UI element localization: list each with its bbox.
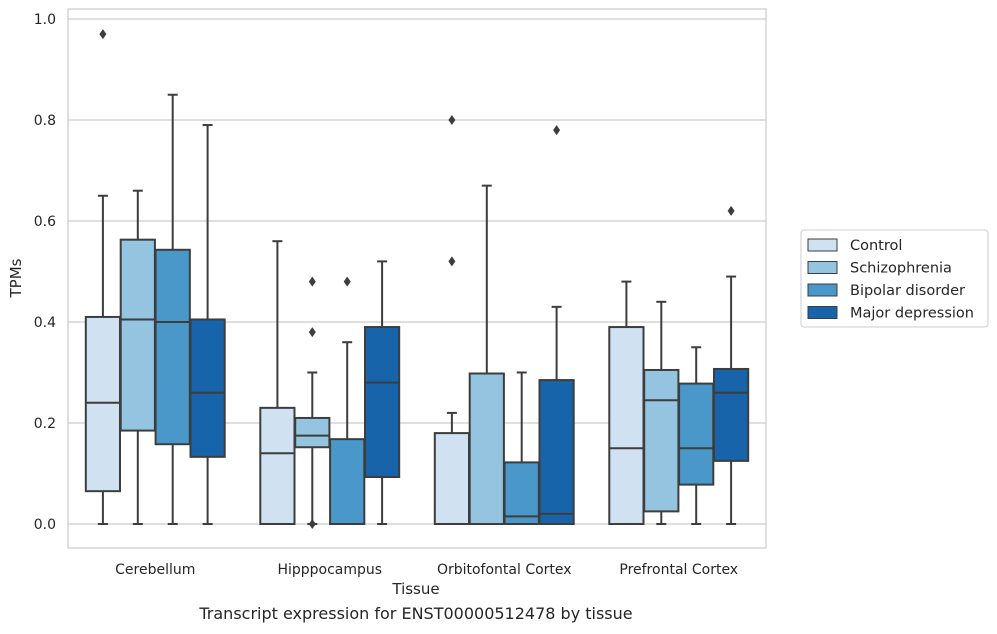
box-body xyxy=(608,326,645,525)
box xyxy=(294,276,331,529)
legend: Control Schizophrenia Bipolar disorder Majo… xyxy=(800,229,989,328)
x-tick-label: Orbitofontal Cortex xyxy=(437,562,572,578)
x-axis-label: Tissue xyxy=(391,580,439,598)
outlier-point xyxy=(727,205,735,216)
y-axis-label: TPMs xyxy=(7,258,25,298)
box-body xyxy=(433,432,471,526)
boxplot-chart: 0.0 0.2 0.4 0.6 0.8 1.0 Cerebellum Hipppocampu… xyxy=(7,8,989,598)
outlier-point xyxy=(99,29,107,40)
x-tick-label: Prefrontal Cortex xyxy=(619,562,738,578)
box xyxy=(259,240,296,526)
box-body xyxy=(119,238,156,432)
box xyxy=(538,125,575,526)
box xyxy=(363,260,401,525)
outlier-point xyxy=(448,256,456,267)
legend-swatch xyxy=(807,261,838,274)
x-tick-label: Cerebellum xyxy=(115,562,195,578)
box xyxy=(503,371,540,526)
box-body xyxy=(678,382,715,486)
y-tick-label: 1.0 xyxy=(34,12,56,28)
x-tick-label: Hipppocampus xyxy=(277,562,382,578)
legend-swatch xyxy=(807,238,838,252)
box-body xyxy=(84,315,122,493)
box-body xyxy=(363,326,401,479)
boxplot-series xyxy=(84,29,750,529)
outlier-point xyxy=(343,276,351,287)
y-tick-label: 0.6 xyxy=(34,214,56,230)
figure-caption: Transcript expression for ENST0000051247… xyxy=(199,604,633,623)
legend-swatch xyxy=(807,283,838,297)
box xyxy=(678,346,715,525)
box xyxy=(712,205,750,525)
box xyxy=(154,93,191,525)
box xyxy=(643,300,680,525)
legend-swatch xyxy=(807,306,838,319)
box-body xyxy=(329,438,366,525)
legend-label: Schizophrenia xyxy=(850,261,952,277)
box-body xyxy=(468,372,505,526)
box xyxy=(119,189,156,525)
y-tick-label: 0.2 xyxy=(34,416,56,432)
legend-frame xyxy=(800,229,989,328)
box-body xyxy=(503,461,540,526)
box-body xyxy=(643,368,680,513)
box-body xyxy=(154,248,191,446)
outlier-point xyxy=(308,519,316,529)
box-body xyxy=(189,318,226,458)
y-tick-label: 0.8 xyxy=(34,113,56,129)
plot-frame xyxy=(67,8,767,549)
box-body xyxy=(294,416,331,449)
box-body xyxy=(712,367,750,462)
box xyxy=(329,276,366,525)
legend-label: Major depression xyxy=(850,306,974,322)
box xyxy=(608,280,645,525)
box-body xyxy=(538,379,575,526)
box xyxy=(433,115,471,526)
box xyxy=(84,29,122,525)
box-body xyxy=(259,406,296,526)
outlier-point xyxy=(553,125,561,136)
outlier-point xyxy=(308,327,316,338)
y-tick-label: 0.0 xyxy=(34,517,56,533)
outlier-point xyxy=(448,115,456,125)
x-axis-ticks: Cerebellum Hipppocampus Orbitofontal Corte… xyxy=(115,562,738,578)
box xyxy=(468,184,505,526)
y-tick-label: 0.4 xyxy=(34,315,56,331)
y-axis-ticks: 0.0 0.2 0.4 0.6 0.8 1.0 xyxy=(34,12,56,533)
legend-label: Control xyxy=(850,238,902,254)
legend-label: Bipolar disorder xyxy=(850,283,965,299)
outlier-point xyxy=(308,276,316,287)
box xyxy=(189,124,226,525)
